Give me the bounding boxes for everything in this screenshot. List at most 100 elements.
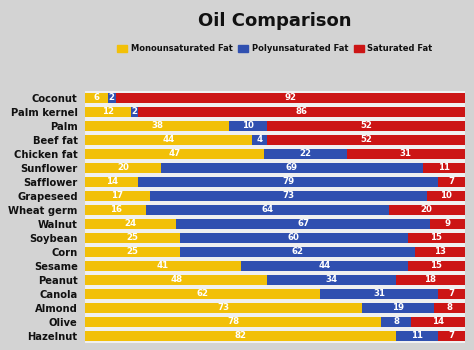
Bar bbox=[411, 316, 465, 328]
Text: 48: 48 bbox=[170, 275, 182, 285]
Text: 62: 62 bbox=[197, 289, 209, 299]
Bar bbox=[252, 134, 267, 146]
Text: 2: 2 bbox=[109, 93, 115, 103]
Bar bbox=[408, 232, 465, 244]
Text: 73: 73 bbox=[218, 303, 230, 313]
Text: 60: 60 bbox=[288, 233, 300, 243]
Text: 69: 69 bbox=[286, 163, 298, 173]
Bar bbox=[396, 330, 438, 342]
Bar bbox=[267, 134, 465, 146]
Text: 17: 17 bbox=[111, 191, 124, 201]
Bar bbox=[85, 274, 267, 286]
Text: 34: 34 bbox=[326, 275, 338, 285]
Text: 12: 12 bbox=[102, 107, 114, 117]
Text: 62: 62 bbox=[292, 247, 304, 257]
Text: 38: 38 bbox=[151, 121, 164, 131]
Legend: Monounsaturated Fat, Polyunsaturated Fat, Saturated Fat: Monounsaturated Fat, Polyunsaturated Fat… bbox=[117, 44, 433, 54]
Text: 11: 11 bbox=[411, 331, 423, 341]
Bar bbox=[267, 274, 396, 286]
Bar bbox=[85, 120, 229, 132]
Bar bbox=[389, 204, 465, 216]
Bar bbox=[85, 232, 180, 244]
Bar bbox=[176, 218, 430, 230]
Bar bbox=[229, 120, 267, 132]
Bar bbox=[85, 162, 161, 174]
Bar bbox=[85, 190, 150, 202]
Bar bbox=[85, 204, 146, 216]
Bar bbox=[85, 288, 320, 300]
Bar bbox=[150, 190, 427, 202]
Bar bbox=[438, 330, 465, 342]
Text: 73: 73 bbox=[282, 191, 294, 201]
Bar bbox=[267, 120, 465, 132]
Bar bbox=[85, 92, 108, 104]
Bar bbox=[85, 302, 362, 314]
Text: 31: 31 bbox=[400, 149, 412, 159]
Text: 8: 8 bbox=[447, 303, 452, 313]
Text: 13: 13 bbox=[434, 247, 446, 257]
Bar bbox=[161, 162, 423, 174]
Text: 24: 24 bbox=[125, 219, 137, 229]
Text: 44: 44 bbox=[318, 261, 330, 271]
Bar bbox=[434, 302, 465, 314]
Text: 10: 10 bbox=[439, 191, 452, 201]
Text: 64: 64 bbox=[261, 205, 273, 215]
Bar bbox=[408, 260, 465, 272]
Text: 20: 20 bbox=[117, 163, 129, 173]
Text: 9: 9 bbox=[445, 219, 450, 229]
Bar bbox=[438, 176, 465, 188]
Text: 18: 18 bbox=[424, 275, 437, 285]
Text: 7: 7 bbox=[448, 177, 454, 187]
Bar bbox=[138, 106, 465, 118]
Text: 14: 14 bbox=[432, 317, 444, 327]
Bar bbox=[180, 232, 408, 244]
Bar bbox=[427, 190, 465, 202]
Bar bbox=[320, 288, 438, 300]
Text: 47: 47 bbox=[168, 149, 181, 159]
Text: 11: 11 bbox=[438, 163, 450, 173]
Bar bbox=[85, 260, 241, 272]
Bar bbox=[85, 106, 131, 118]
Text: 8: 8 bbox=[393, 317, 399, 327]
Bar bbox=[438, 288, 465, 300]
Text: 52: 52 bbox=[360, 121, 372, 131]
Text: 20: 20 bbox=[420, 205, 433, 215]
Text: 67: 67 bbox=[297, 219, 310, 229]
Bar bbox=[362, 302, 434, 314]
Bar bbox=[85, 330, 396, 342]
Bar bbox=[85, 148, 264, 160]
Bar bbox=[138, 176, 438, 188]
Text: 41: 41 bbox=[157, 261, 169, 271]
Bar bbox=[108, 92, 116, 104]
Text: 78: 78 bbox=[227, 317, 239, 327]
Text: 2: 2 bbox=[132, 107, 137, 117]
Bar bbox=[396, 274, 465, 286]
Text: 16: 16 bbox=[109, 205, 122, 215]
Text: 82: 82 bbox=[235, 331, 247, 341]
Text: 10: 10 bbox=[242, 121, 255, 131]
Bar bbox=[131, 106, 138, 118]
Bar bbox=[423, 162, 465, 174]
Text: Oil Comparison: Oil Comparison bbox=[198, 12, 352, 30]
Text: 52: 52 bbox=[360, 135, 372, 145]
Bar bbox=[264, 148, 347, 160]
Text: 19: 19 bbox=[392, 303, 404, 313]
Text: 4: 4 bbox=[257, 135, 263, 145]
Text: 31: 31 bbox=[373, 289, 385, 299]
Bar bbox=[85, 316, 381, 328]
Bar bbox=[180, 246, 415, 258]
Text: 15: 15 bbox=[430, 261, 442, 271]
Text: 15: 15 bbox=[430, 233, 442, 243]
Text: 92: 92 bbox=[284, 93, 296, 103]
Text: 6: 6 bbox=[94, 93, 100, 103]
Text: 14: 14 bbox=[106, 177, 118, 187]
Text: 86: 86 bbox=[295, 107, 308, 117]
Text: 79: 79 bbox=[282, 177, 294, 187]
Bar bbox=[116, 92, 465, 104]
Bar bbox=[85, 134, 252, 146]
Bar bbox=[146, 204, 389, 216]
Text: 22: 22 bbox=[299, 149, 311, 159]
Text: 25: 25 bbox=[127, 247, 139, 257]
Text: 7: 7 bbox=[448, 289, 454, 299]
Text: 7: 7 bbox=[448, 331, 454, 341]
